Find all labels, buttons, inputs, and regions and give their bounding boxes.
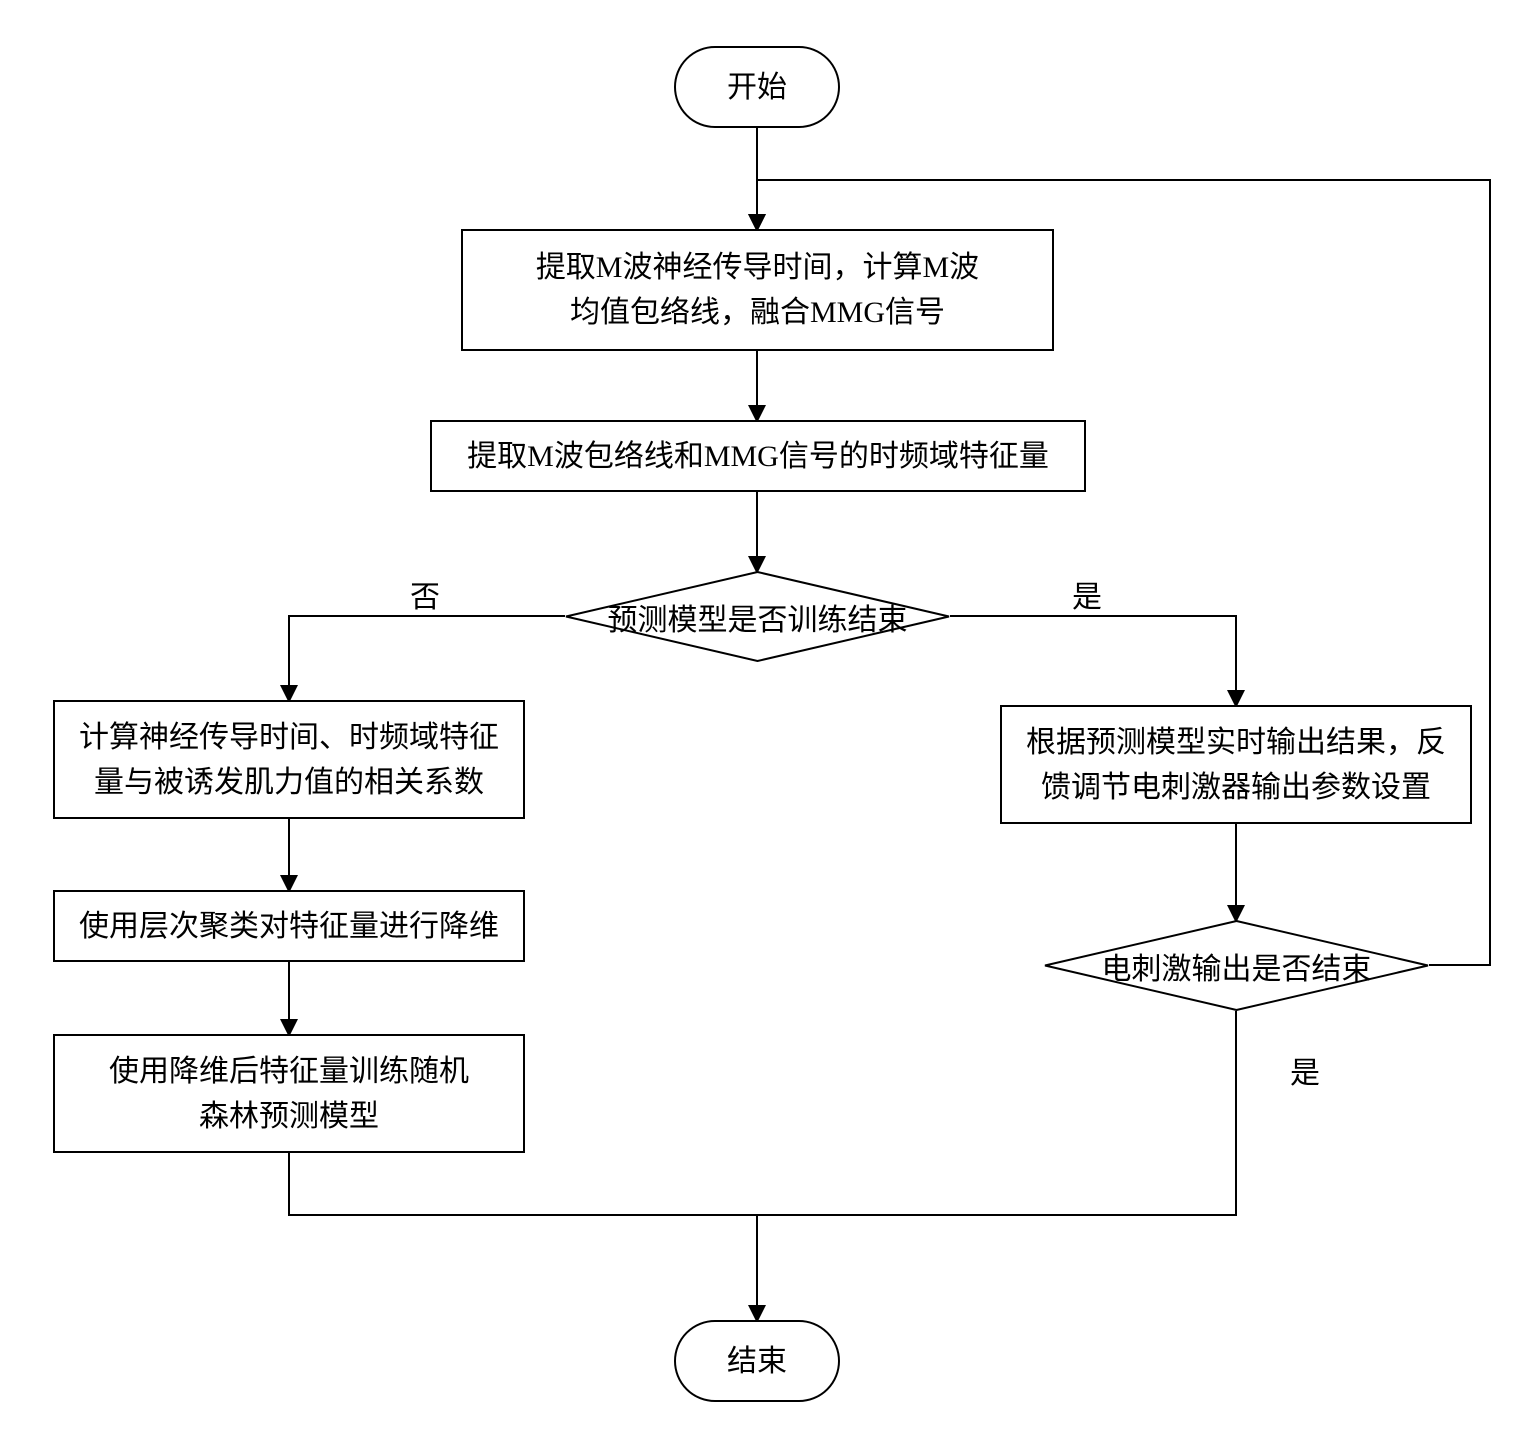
process-p_no3: 使用降维后特征量训练随机 森林预测模型 [53,1034,525,1153]
edge-no3_end [289,1153,757,1320]
p_no2-label: 使用层次聚类对特征量进行降维 [67,900,511,953]
terminal-end: 结束 [674,1320,840,1402]
decision-d1: 预测模型是否训练结束 [565,571,950,662]
process-p1: 提取M波神经传导时间，计算M波 均值包络线，融合MMG信号 [461,229,1054,351]
edge-label-d1_yes: 是 [1072,572,1102,616]
d1-label: 预测模型是否训练结束 [565,571,950,662]
process-p_no2: 使用层次聚类对特征量进行降维 [53,890,525,962]
start-label: 开始 [715,61,799,114]
p2-label: 提取M波包络线和MMG信号的时频域特征量 [455,430,1061,483]
p_yes-label: 根据预测模型实时输出结果，反 馈调节电刺激器输出参数设置 [1014,716,1458,814]
p_no1-label: 计算神经传导时间、时频域特征 量与被诱发肌力值的相关系数 [67,711,511,809]
edge-label-d1_no: 否 [410,572,440,616]
process-p_yes: 根据预测模型实时输出结果，反 馈调节电刺激器输出参数设置 [1000,705,1472,824]
p1-label: 提取M波神经传导时间，计算M波 均值包络线，融合MMG信号 [524,241,991,339]
edge-d2_yes [757,1011,1236,1215]
process-p2: 提取M波包络线和MMG信号的时频域特征量 [430,420,1086,492]
p_no3-label: 使用降维后特征量训练随机 森林预测模型 [97,1045,481,1143]
decision-d2: 电刺激输出是否结束 [1044,920,1429,1011]
d2-label: 电刺激输出是否结束 [1044,920,1429,1011]
end-label: 结束 [715,1335,799,1388]
edge-label-d2_yes: 是 [1290,1048,1320,1092]
terminal-start: 开始 [674,46,840,128]
edge-d1_left_no [289,616,565,700]
edge-d1_right_yes [950,616,1236,705]
process-p_no1: 计算神经传导时间、时频域特征 量与被诱发肌力值的相关系数 [53,700,525,819]
